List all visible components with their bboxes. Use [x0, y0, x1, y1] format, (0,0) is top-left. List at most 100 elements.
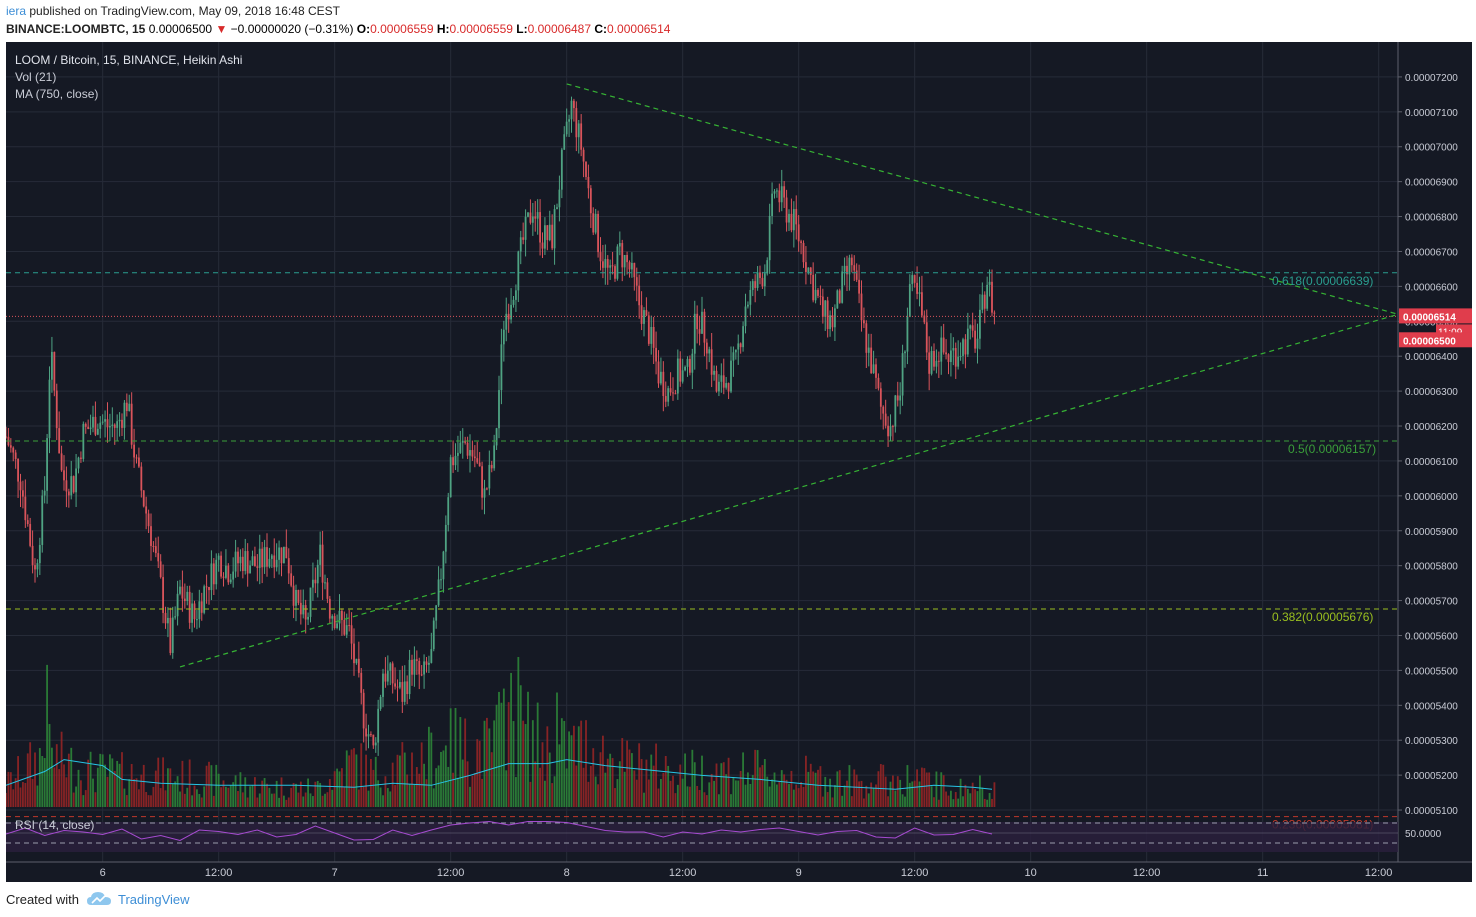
- volume-bar: [515, 777, 517, 807]
- volume-bar: [650, 754, 653, 807]
- x-tick-label: 10: [1025, 867, 1037, 879]
- volume-bar: [287, 797, 290, 807]
- candle: [58, 428, 61, 454]
- candle: [507, 313, 510, 320]
- candle: [635, 277, 638, 286]
- volume-bar: [551, 783, 554, 807]
- volume-bar: [167, 768, 169, 807]
- candle: [524, 216, 527, 240]
- volume-bar: [343, 787, 346, 807]
- candle: [705, 342, 708, 354]
- candle: [585, 161, 587, 177]
- candle: [976, 338, 979, 349]
- candle: [280, 547, 283, 564]
- candle: [212, 563, 215, 585]
- volume-bar: [904, 796, 906, 807]
- last-price-label-bg: [1399, 308, 1472, 324]
- volume-bar: [981, 787, 984, 807]
- candle: [604, 258, 607, 268]
- volume-bar: [389, 791, 392, 807]
- volume-bar: [12, 789, 15, 807]
- candle: [805, 262, 807, 272]
- candle: [307, 616, 309, 620]
- tradingview-brand-link[interactable]: TradingView: [118, 892, 190, 907]
- candles: [6, 96, 996, 756]
- candle: [196, 619, 198, 621]
- candle: [807, 267, 810, 272]
- ma-legend[interactable]: MA (750, close): [15, 87, 99, 101]
- volume-bar: [759, 767, 761, 807]
- candle: [913, 275, 916, 283]
- y-tick-label: 0.00007100: [1405, 108, 1458, 119]
- volume-bar: [626, 740, 628, 807]
- volume-bar: [848, 765, 851, 807]
- candle: [490, 464, 493, 469]
- candle: [901, 353, 904, 396]
- volume-bar: [495, 704, 498, 807]
- volume-bar: [780, 770, 783, 807]
- candle: [331, 616, 334, 619]
- volume-bar: [6, 792, 7, 807]
- volume-bar: [614, 788, 616, 807]
- volume-bar: [991, 798, 993, 807]
- price-chart[interactable]: 0.00007200 0.00007100 0.00007000 0.00006900…: [6, 42, 1472, 882]
- volume-bar: [391, 762, 394, 807]
- volume-bar: [268, 787, 271, 807]
- volume-bar: [336, 768, 338, 807]
- volume-bar: [191, 795, 193, 807]
- candle: [935, 360, 938, 367]
- candle: [53, 351, 56, 391]
- volume-bar: [640, 759, 643, 807]
- volume-bar: [739, 770, 742, 807]
- candle: [539, 212, 541, 243]
- volume-bar: [51, 747, 53, 807]
- volume-bar: [444, 745, 447, 807]
- volume-bar: [319, 782, 322, 807]
- volume-bar: [263, 778, 266, 807]
- candle: [486, 488, 488, 490]
- candle: [261, 548, 264, 568]
- author-link[interactable]: iera: [6, 4, 27, 18]
- candle: [106, 419, 109, 428]
- volume-bar: [46, 664, 48, 807]
- candle: [908, 284, 911, 317]
- volume-bar: [957, 798, 960, 807]
- candle: [367, 734, 370, 737]
- volume-bar: [589, 765, 592, 807]
- volume-legend[interactable]: Vol (21): [15, 70, 57, 84]
- volume-bar: [570, 735, 573, 807]
- candle: [708, 349, 711, 354]
- candle: [531, 216, 534, 223]
- candle: [109, 426, 111, 428]
- candle: [882, 406, 885, 414]
- candle: [304, 605, 307, 620]
- volume-bar: [469, 786, 471, 807]
- volume-bar: [302, 796, 305, 807]
- candle: [181, 586, 184, 599]
- volume-bar: [546, 726, 549, 807]
- candle: [918, 292, 921, 294]
- volume-bar: [785, 779, 788, 807]
- volume-bar: [128, 779, 131, 807]
- candle: [921, 292, 923, 316]
- volume-bar: [17, 756, 19, 807]
- candle: [979, 309, 981, 339]
- candle: [594, 213, 597, 233]
- x-tick-label: 12:00: [901, 867, 929, 879]
- candle: [988, 281, 991, 285]
- volume-bar: [722, 762, 725, 807]
- x-tick-label: 12:00: [1365, 867, 1393, 879]
- candle: [341, 610, 343, 620]
- candle: [336, 623, 338, 629]
- volume-bar: [500, 702, 503, 807]
- candle: [906, 316, 909, 352]
- volume-bar: [246, 797, 249, 807]
- chart-area[interactable]: 0.00007200 0.00007100 0.00007000 0.00006900…: [6, 42, 1472, 882]
- volume-bar: [536, 702, 539, 807]
- candle: [720, 375, 723, 382]
- candle: [254, 556, 256, 567]
- candle: [234, 551, 237, 572]
- candle: [894, 395, 897, 427]
- volume-bar: [870, 782, 873, 807]
- candle: [602, 261, 604, 268]
